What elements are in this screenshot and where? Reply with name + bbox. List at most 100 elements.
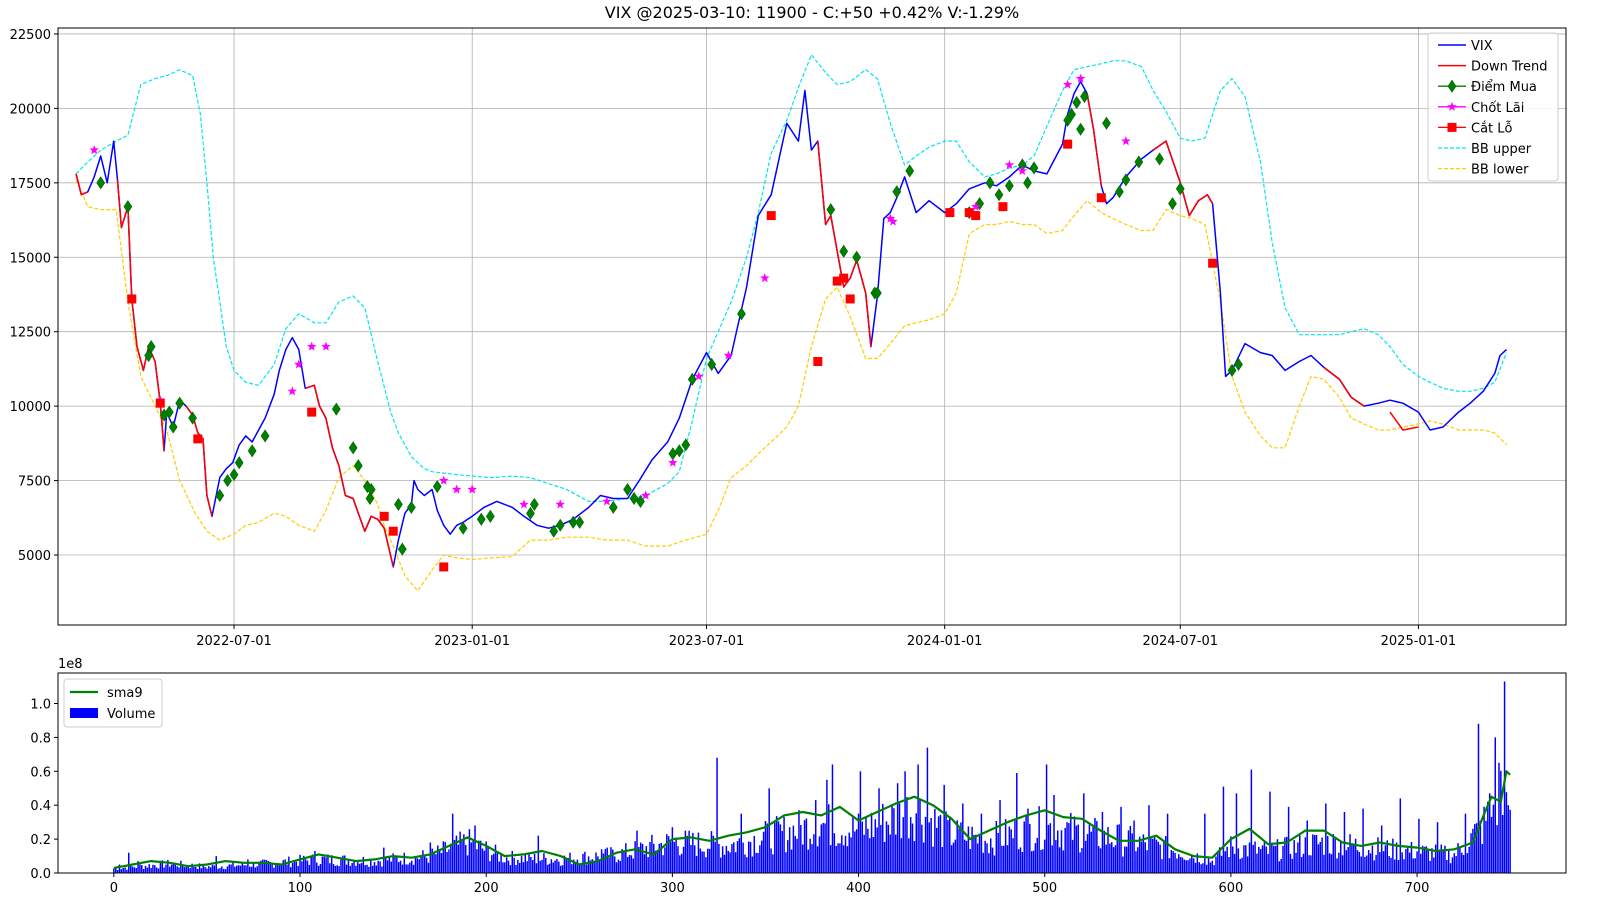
volume-bar (1276, 839, 1279, 873)
volume-bar (828, 804, 830, 873)
volume-bar (647, 857, 649, 873)
take-profit-marker (640, 490, 651, 500)
buy-marker (852, 250, 862, 264)
volume-bar (623, 851, 625, 873)
volume-bar (1157, 841, 1160, 873)
volume-bar (1328, 853, 1331, 873)
volume-bar (1481, 844, 1483, 873)
volume-bar (1224, 851, 1227, 873)
volume-bar (759, 845, 761, 873)
volume-bar (1332, 834, 1335, 873)
volume-bar (269, 861, 271, 873)
volume-bar (841, 835, 843, 873)
volume-bar (1215, 856, 1217, 873)
volume-bar (1148, 805, 1150, 873)
price-lines (75, 80, 1508, 568)
buy-marker (260, 429, 270, 443)
volume-bar (619, 860, 621, 873)
volume-bar (805, 818, 808, 873)
volume-bar (1017, 849, 1020, 873)
volume-bar (1464, 813, 1467, 873)
volume-bar (202, 864, 204, 873)
volume-bar (906, 797, 908, 873)
volume-bar (386, 860, 389, 873)
volume-bar (949, 816, 951, 873)
volume-bar (297, 865, 299, 873)
volume-bar (684, 830, 687, 873)
volume-bar (249, 866, 251, 873)
volume-bar (1416, 851, 1418, 873)
volume-bar (1127, 830, 1130, 873)
volume-bar (1053, 795, 1055, 873)
volume-bar (606, 847, 608, 873)
volume-bar (1479, 820, 1482, 873)
volume-bar (345, 864, 348, 873)
volume-bar (375, 865, 378, 873)
volume-bar (997, 833, 999, 873)
volume-bar (1397, 860, 1400, 873)
volume-bar (1030, 851, 1033, 873)
volume-bar (1176, 858, 1178, 873)
sma9-path (113, 770, 1511, 869)
volume-bar (718, 843, 720, 873)
volume-bar (1474, 824, 1476, 873)
volume-bar (1347, 847, 1349, 873)
buy-marker (529, 497, 539, 511)
volume-bar (928, 822, 931, 873)
volume-bar (1001, 845, 1003, 873)
buy-marker (839, 244, 849, 258)
volume-bar (926, 747, 929, 873)
volume-bar (705, 857, 707, 873)
volume-bar (975, 834, 977, 873)
volume-bar (978, 833, 981, 873)
buy-marker (1067, 107, 1076, 121)
volume-bar (204, 866, 206, 873)
volume-bar (721, 846, 724, 873)
volume-bar (911, 823, 914, 873)
volume-bar (235, 865, 238, 873)
volume-bar (736, 841, 739, 873)
volume-bar (883, 841, 886, 873)
volume-bar (1159, 844, 1161, 873)
take-profit-marker (723, 350, 734, 360)
downtrend-segment (1086, 93, 1103, 186)
volume-bar (641, 844, 644, 873)
volume-bar (612, 849, 614, 873)
volume-bar (935, 827, 938, 873)
stop-loss-marker (155, 398, 165, 408)
volume-bar (610, 847, 612, 873)
volume-bar (459, 831, 461, 873)
volume-bar (338, 866, 340, 873)
volume-bar (260, 860, 262, 873)
volume-bar (1096, 821, 1098, 873)
volume-bar (1189, 858, 1191, 873)
volume-bar (1360, 856, 1362, 873)
volume-bar (1205, 864, 1208, 873)
volume-bar (185, 864, 188, 873)
volume-bar (727, 850, 729, 873)
volume-bar (1220, 855, 1223, 873)
buy-marker (247, 444, 257, 458)
volume-bar (1198, 862, 1200, 873)
stop-loss-marker (998, 202, 1008, 212)
volume-bar (950, 845, 953, 873)
volume-bar (254, 867, 257, 873)
volume-bar (1377, 837, 1379, 873)
volume-bar (377, 860, 379, 873)
buy-marker (188, 411, 197, 425)
volume-bar (464, 845, 467, 873)
volume-bar (913, 841, 916, 873)
buy-marker (1155, 152, 1164, 166)
volume-bar (688, 830, 690, 873)
volume-bar (1192, 858, 1195, 873)
volume-bar (1034, 843, 1037, 873)
volume-bar (491, 855, 493, 873)
volume-bar (788, 827, 791, 873)
volume-bar (801, 844, 804, 873)
volume-bar (989, 838, 992, 873)
volume-bar (1440, 844, 1443, 873)
take-profit-marker (1075, 73, 1086, 83)
volume-bar (1070, 812, 1072, 873)
volume-bar (747, 841, 750, 873)
volume-bar (1299, 835, 1301, 873)
